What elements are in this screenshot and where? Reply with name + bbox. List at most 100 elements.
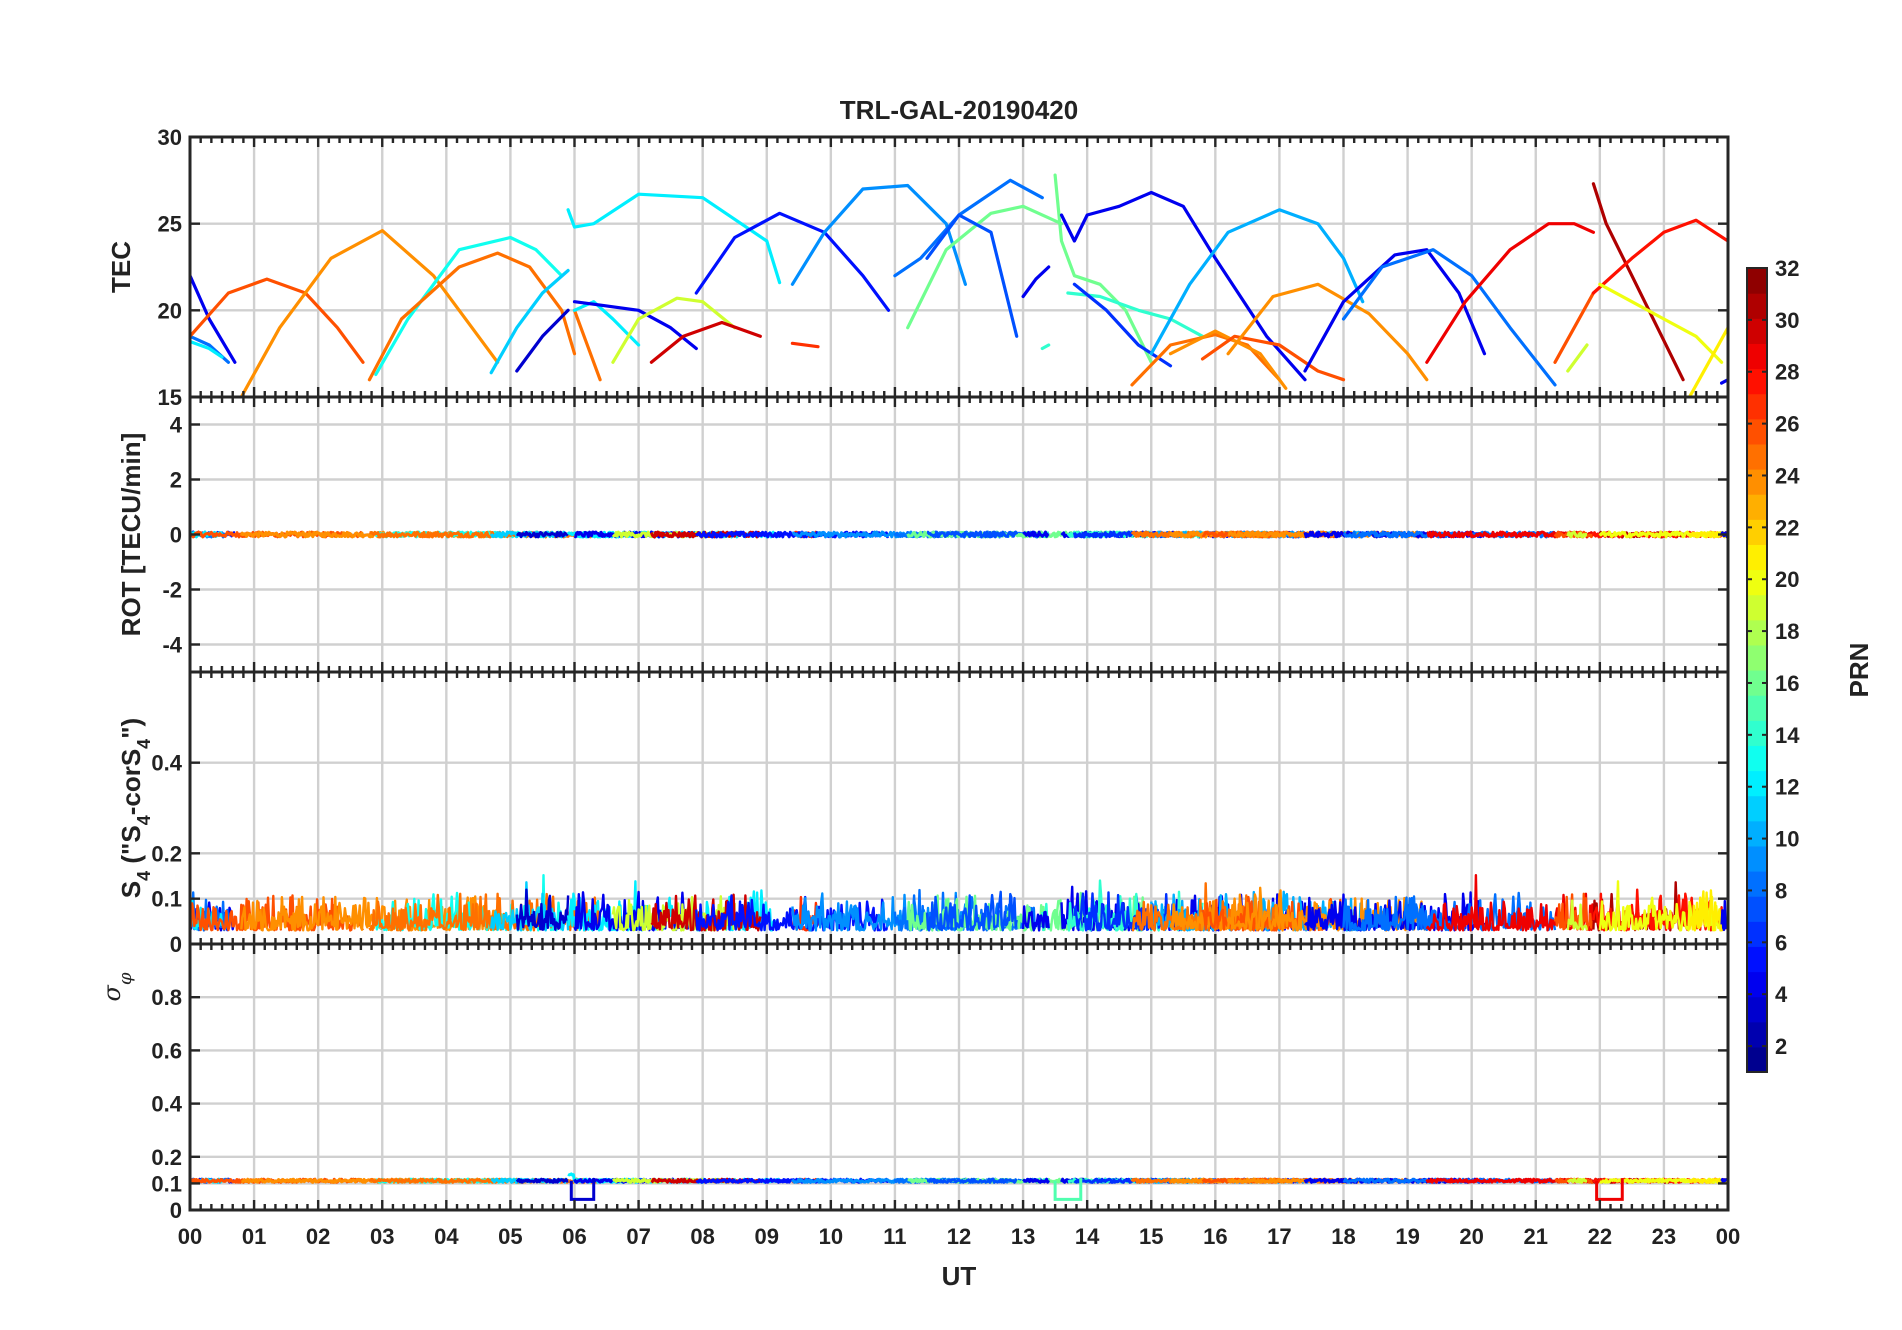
colorbar-segment bbox=[1747, 318, 1767, 344]
x-tick-label: 04 bbox=[434, 1224, 459, 1249]
series-prn-7 bbox=[926, 530, 1019, 539]
colorbar-tick-label: 22 bbox=[1775, 515, 1799, 540]
y-tick-label: -4 bbox=[162, 633, 182, 658]
x-tick-label: 03 bbox=[370, 1224, 394, 1249]
colorbar-segment bbox=[1747, 770, 1767, 797]
colorbar-segment bbox=[1747, 845, 1767, 872]
panel-2: -4 -2 0 2 4 ROT [TECU/min] bbox=[116, 395, 1730, 674]
colorbar-segment bbox=[1747, 293, 1767, 319]
colorbar-segment bbox=[1747, 996, 1767, 1023]
y-tick-label: 0.4 bbox=[151, 751, 182, 776]
y-axis-label: ROT [TECU/min] bbox=[116, 433, 146, 637]
y-tick-label: 0.4 bbox=[151, 1092, 182, 1117]
x-tick-label: 18 bbox=[1331, 1224, 1355, 1249]
colorbar-segment bbox=[1747, 896, 1767, 922]
tec-series-prn-24 bbox=[239, 229, 500, 397]
colorbar-segment bbox=[1747, 469, 1767, 495]
colorbar-tick-label: 12 bbox=[1775, 775, 1799, 800]
tec-series-prn-26 bbox=[190, 277, 365, 364]
tec-series-prn-12 bbox=[566, 192, 782, 285]
series-prn-4 bbox=[1021, 905, 1050, 932]
x-tick-label: 08 bbox=[690, 1224, 714, 1249]
series-prn-19 bbox=[1566, 1177, 1588, 1184]
x-tick-label: 00 bbox=[1716, 1224, 1740, 1249]
x-tick-label: 01 bbox=[242, 1224, 266, 1249]
y-tick-label: 0.2 bbox=[151, 1145, 182, 1170]
series-prn-19 bbox=[1566, 899, 1589, 931]
colorbar-tick-label: 10 bbox=[1775, 827, 1799, 852]
sigma-dip bbox=[1053, 1178, 1083, 1201]
y-axis-label: S4 ("S4-corS4") bbox=[116, 718, 154, 898]
colorbar-segment bbox=[1747, 1046, 1767, 1073]
series-prn-21 bbox=[1688, 889, 1728, 932]
colorbar-segment bbox=[1747, 720, 1767, 746]
tec-series-prn-20 bbox=[1598, 282, 1724, 364]
y-tick-label: 0 bbox=[170, 932, 182, 957]
colorbar-segment bbox=[1747, 393, 1767, 420]
panel-data bbox=[190, 1172, 1728, 1201]
y-tick-label: 20 bbox=[158, 298, 182, 323]
tec-series-prn-11 bbox=[489, 268, 570, 375]
tec-series-prn-27 bbox=[790, 341, 820, 349]
colorbar-segment bbox=[1747, 971, 1767, 998]
panel-data bbox=[190, 530, 1728, 539]
colorbar-frame bbox=[1746, 267, 1768, 1073]
x-tick-label: 06 bbox=[562, 1224, 586, 1249]
x-tick-label: 20 bbox=[1459, 1224, 1483, 1249]
y-tick-label: -2 bbox=[162, 578, 182, 603]
tec-series-prn-16 bbox=[906, 204, 1064, 330]
colorbar-segment bbox=[1747, 1021, 1767, 1048]
colorbar-segment bbox=[1747, 619, 1767, 646]
tec-series-prn-19 bbox=[611, 296, 737, 364]
series-prn-3 bbox=[515, 888, 570, 931]
x-tick-label: 22 bbox=[1588, 1224, 1612, 1249]
x-tick-label: 17 bbox=[1267, 1224, 1291, 1249]
panel-4: 00.10.2 0.4 0.6 0.8 σφ bbox=[98, 942, 1730, 1223]
colorbar-segment bbox=[1747, 670, 1767, 696]
colorbar-segment bbox=[1747, 569, 1767, 596]
colorbar-tick-label: 4 bbox=[1775, 982, 1788, 1007]
colorbar-tick-label: 14 bbox=[1775, 723, 1800, 748]
x-tick-label: 00 bbox=[178, 1224, 202, 1249]
x-tick-label: 07 bbox=[626, 1224, 650, 1249]
chart-title: TRL-GAL-20190420 bbox=[840, 95, 1078, 125]
colorbar-segment bbox=[1747, 443, 1767, 470]
tec-series-prn-4 bbox=[190, 274, 237, 364]
x-tick-label: 12 bbox=[947, 1224, 971, 1249]
colorbar-segment bbox=[1747, 695, 1767, 721]
tec-series-prn-30 bbox=[649, 320, 762, 364]
series-prn-3 bbox=[515, 1177, 569, 1184]
colorbar-segment bbox=[1747, 946, 1767, 973]
x-tick-label: 13 bbox=[1011, 1224, 1035, 1249]
colorbar-segment bbox=[1747, 795, 1767, 822]
y-tick-label: 2 bbox=[170, 468, 182, 493]
colorbar-tick-label: 28 bbox=[1775, 360, 1799, 385]
colorbar-tick-label: 2 bbox=[1775, 1034, 1787, 1059]
series-prn-4 bbox=[1022, 530, 1050, 538]
tec-series-prn-16 bbox=[1053, 173, 1153, 364]
y-tick-label: 0.1 bbox=[151, 887, 182, 912]
colorbar-segment bbox=[1747, 644, 1767, 671]
panel-3: 0 0.1 0.2 0.4S4 ("S4-corS4") bbox=[116, 670, 1730, 957]
colorbar-segment bbox=[1747, 921, 1767, 947]
x-tick-label: 11 bbox=[883, 1224, 906, 1249]
colorbar-segment bbox=[1747, 343, 1767, 370]
y-tick-label: 0.1 bbox=[151, 1171, 182, 1196]
y-tick-label: 25 bbox=[158, 212, 182, 237]
tec-series-prn-3 bbox=[515, 308, 570, 373]
colorbar-label: PRN bbox=[1844, 643, 1874, 698]
tec-series-prn-19 bbox=[1566, 343, 1589, 373]
tec-series-prn-5 bbox=[694, 211, 891, 312]
sigma-dip bbox=[569, 1178, 596, 1201]
tec-series-prn-10 bbox=[1149, 208, 1365, 356]
colorbar-tick-label: 18 bbox=[1775, 619, 1799, 644]
tec-series-prn-29 bbox=[1425, 222, 1595, 364]
colorbar-tick-label: 32 bbox=[1775, 256, 1799, 281]
y-tick-label: 30 bbox=[158, 125, 182, 150]
x-axis-label: UT bbox=[942, 1261, 977, 1291]
colorbar-segment bbox=[1747, 494, 1767, 520]
y-tick-label: 0.2 bbox=[151, 841, 182, 866]
tec-series-prn-26 bbox=[1553, 291, 1595, 364]
x-tick-label: 05 bbox=[498, 1224, 522, 1249]
